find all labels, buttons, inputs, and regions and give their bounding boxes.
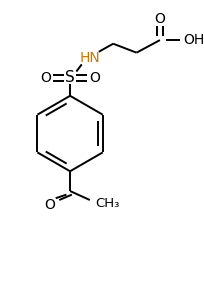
- Text: S: S: [65, 70, 75, 85]
- Text: CH₃: CH₃: [95, 197, 120, 210]
- Text: O: O: [154, 12, 165, 25]
- Text: OH: OH: [183, 33, 204, 47]
- Text: HN: HN: [80, 51, 100, 65]
- Text: O: O: [89, 71, 100, 85]
- Text: O: O: [44, 197, 55, 212]
- Text: O: O: [40, 71, 51, 85]
